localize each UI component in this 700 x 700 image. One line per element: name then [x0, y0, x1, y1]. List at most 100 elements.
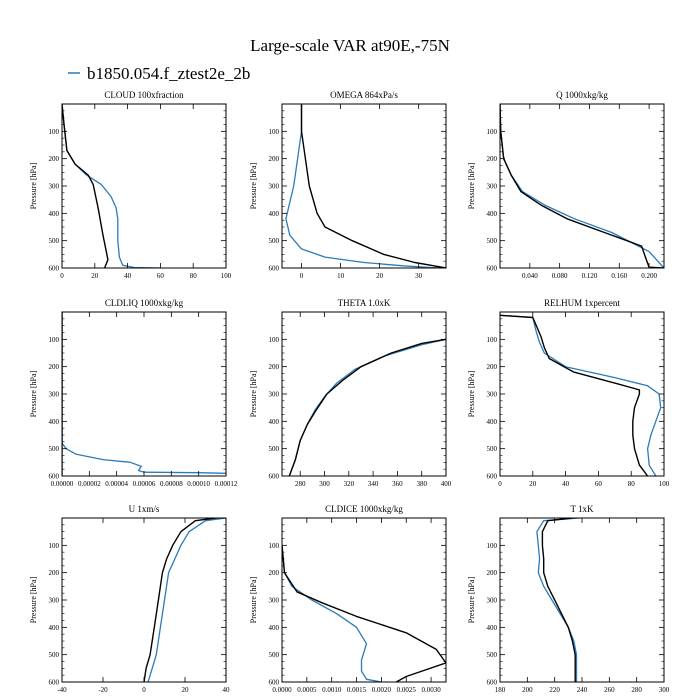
y-tick-label: 600: [269, 473, 280, 481]
y-tick-label: 600: [49, 679, 60, 687]
series-model-line: [62, 312, 226, 474]
panel-title: T 1xK: [570, 504, 594, 514]
y-tick-label: 400: [487, 210, 498, 218]
panel-4: THETA 1.0xK Pressure [hPa] 100 200 300 400 500…: [249, 298, 452, 488]
x-tick-label: 0.0015: [347, 686, 367, 694]
x-tick-label: 80: [190, 272, 198, 280]
x-tick-label: 0.00002: [78, 480, 101, 488]
x-tick-label: 280: [631, 686, 642, 694]
panel-title: CLDLIQ 1000xkg/kg: [105, 298, 184, 308]
y-axis-label: Pressure [hPa]: [29, 370, 38, 417]
y-tick-label: 300: [269, 391, 280, 399]
y-tick-label: 400: [487, 418, 498, 426]
x-tick-label: 300: [659, 686, 670, 694]
y-tick-label: 400: [49, 210, 60, 218]
plot-frame: [499, 103, 665, 269]
x-tick-label: 300: [319, 480, 330, 488]
x-tick-label: 40: [562, 480, 570, 488]
y-axis-label: Pressure [hPa]: [249, 576, 258, 623]
panel-title: Q 1000xkg/kg: [556, 90, 608, 100]
panel-title: THETA 1.0xK: [338, 298, 391, 308]
y-tick-label: 200: [269, 155, 280, 163]
series-reference-line: [282, 545, 446, 682]
x-tick-label: 0.0005: [297, 686, 317, 694]
panel-title: RELHUM 1xpercent: [544, 298, 620, 308]
series-reference-line: [541, 518, 576, 682]
y-tick-label: 400: [269, 418, 280, 426]
x-tick-label: 0.0010: [322, 686, 342, 694]
x-tick-label: 60: [595, 480, 603, 488]
y-tick-label: 600: [487, 473, 498, 481]
series-reference-line: [62, 104, 109, 268]
series-reference-line: [288, 338, 446, 476]
y-tick-label: 400: [49, 624, 60, 632]
x-tick-label: 400: [441, 480, 452, 488]
y-tick-label: 600: [49, 265, 60, 273]
series-model-line: [285, 104, 446, 268]
y-axis-label: Pressure [hPa]: [29, 162, 38, 209]
panel-8: T 1xK Pressure [hPa] 100 200 300 400 500 600180…: [467, 504, 670, 694]
y-tick-label: 500: [269, 651, 280, 659]
x-tick-label: 0.120: [582, 272, 598, 280]
series-model-line: [536, 518, 580, 682]
x-tick-label: 80: [628, 480, 636, 488]
x-tick-label: 240: [577, 686, 588, 694]
y-tick-label: 400: [487, 624, 498, 632]
x-tick-label: 0.00006: [133, 480, 156, 488]
x-tick-label: 0.0020: [372, 686, 392, 694]
y-axis-label: Pressure [hPa]: [467, 370, 476, 417]
y-tick-label: 300: [49, 391, 60, 399]
y-tick-label: 100: [487, 336, 498, 344]
x-tick-label: 30: [415, 272, 423, 280]
plot-frame: [61, 517, 227, 683]
x-tick-label: 100: [659, 480, 670, 488]
series-model-line: [282, 545, 382, 682]
series-model-line: [500, 314, 662, 476]
x-tick-label: 20: [182, 686, 190, 694]
panel-7: CLDICE 1000xkg/kg Pressure [hPa] 100 200 300…: [249, 504, 447, 694]
x-tick-label: 0.0000: [272, 686, 292, 694]
x-tick-label: 0.0030: [421, 686, 441, 694]
x-tick-label: 60: [157, 272, 165, 280]
y-tick-label: 200: [269, 363, 280, 371]
y-tick-label: 200: [49, 155, 60, 163]
y-axis-label: Pressure [hPa]: [29, 576, 38, 623]
y-tick-label: 100: [487, 542, 498, 550]
x-tick-label: 380: [416, 480, 427, 488]
y-tick-label: 300: [487, 597, 498, 605]
x-tick-label: 360: [392, 480, 403, 488]
y-tick-label: 500: [49, 237, 60, 245]
x-tick-label: 0.00010: [187, 480, 210, 488]
y-tick-label: 300: [487, 391, 498, 399]
y-tick-label: 500: [49, 445, 60, 453]
x-tick-label: 20: [376, 272, 384, 280]
x-tick-label: 0.160: [611, 272, 627, 280]
plot-frame: [61, 103, 227, 269]
y-tick-label: 100: [49, 336, 60, 344]
x-tick-label: -20: [98, 686, 108, 694]
x-tick-label: 10: [337, 272, 345, 280]
series-model-line: [500, 104, 664, 268]
y-tick-label: 200: [49, 569, 60, 577]
y-tick-label: 300: [49, 183, 60, 191]
x-tick-label: 200: [522, 686, 533, 694]
x-tick-label: 20: [529, 480, 537, 488]
y-tick-label: 200: [487, 155, 498, 163]
x-tick-label: 20: [91, 272, 99, 280]
y-tick-label: 100: [487, 128, 498, 136]
plot-frame: [281, 103, 447, 269]
y-tick-label: 100: [269, 336, 280, 344]
y-tick-label: 100: [269, 542, 280, 550]
y-tick-label: 100: [49, 128, 60, 136]
x-tick-label: 280: [295, 480, 306, 488]
x-tick-label: 320: [344, 480, 355, 488]
x-tick-label: 0.00008: [160, 480, 183, 488]
panel-2: Q 1000xkg/kg Pressure [hPa] 100 200 300 400 50…: [467, 90, 665, 280]
panel-3: CLDLIQ 1000xkg/kg Pressure [hPa] 100 200 300…: [29, 298, 238, 488]
y-tick-label: 500: [487, 237, 498, 245]
